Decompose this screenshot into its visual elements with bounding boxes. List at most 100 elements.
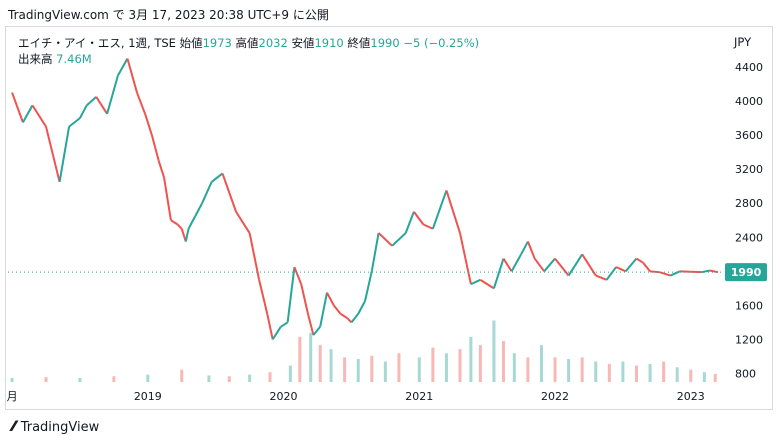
price-segment — [701, 269, 710, 274]
volume-bar — [248, 374, 252, 382]
price-segment — [307, 313, 315, 336]
price-segment — [258, 279, 269, 315]
price-segment — [187, 215, 197, 230]
symbol-label: エイチ・アイ・エス, 1週, TSE — [18, 36, 176, 50]
y-tick-label: 3200 — [735, 163, 763, 176]
low-value: 1910 — [314, 36, 344, 50]
volume-value: 7.46M — [56, 52, 92, 66]
volume-bar — [713, 373, 717, 382]
volume-bar — [478, 345, 482, 382]
price-segment — [479, 278, 495, 290]
volume-bar — [458, 349, 462, 382]
volume-bar — [397, 353, 401, 382]
volume-bar — [512, 353, 516, 382]
x-tick-label: 2023 — [677, 390, 705, 403]
price-segment — [520, 241, 529, 255]
volume-bar — [662, 361, 666, 382]
volume-bar — [580, 357, 584, 382]
volume-bar — [702, 372, 706, 382]
price-segment — [422, 223, 434, 230]
volume-bar — [431, 347, 435, 382]
price-segment — [357, 300, 366, 315]
price-segment — [248, 232, 261, 281]
tradingview-logo-icon: ⁄⁄ — [12, 419, 16, 435]
price-segment — [266, 313, 274, 340]
price-segment — [659, 271, 671, 277]
price-segment — [567, 253, 584, 277]
price-segment — [58, 126, 71, 183]
price-segment — [170, 219, 179, 226]
volume-bar — [112, 376, 116, 382]
y-tick-label: 800 — [735, 367, 756, 380]
price-segment — [510, 253, 522, 272]
price-segment — [136, 92, 147, 115]
price-segment — [180, 228, 187, 242]
price-segment — [364, 271, 373, 302]
volume-bar — [370, 355, 374, 382]
price-segment — [68, 117, 81, 128]
price-segment — [649, 270, 660, 274]
volume-bar — [417, 357, 421, 382]
price-segment — [533, 257, 545, 272]
volume-bar — [180, 369, 184, 382]
volume-bar — [444, 353, 448, 382]
close-value: 1990 — [370, 36, 400, 50]
price-segment — [332, 304, 342, 315]
price-segment — [201, 181, 213, 204]
y-tick-label: 1200 — [735, 333, 763, 346]
price-segment — [300, 283, 309, 315]
price-segment — [526, 241, 536, 259]
price-segment — [624, 257, 638, 272]
volume-bar — [44, 377, 48, 382]
price-segment — [293, 266, 303, 285]
price-segment — [459, 232, 472, 285]
last-price-badge — [725, 263, 767, 282]
price-segment — [543, 257, 556, 272]
y-tick-label: 4400 — [735, 61, 763, 74]
volume-label: 出来高 — [18, 52, 53, 66]
price-segment — [431, 190, 448, 230]
price-segment — [184, 228, 190, 242]
price-segment — [404, 211, 415, 234]
volume-bar — [227, 376, 231, 382]
price-segment — [502, 258, 513, 272]
currency-label: JPY — [734, 35, 752, 49]
price-segment — [670, 270, 681, 277]
price-segment — [605, 266, 617, 281]
price-segment — [95, 96, 108, 115]
price-segment — [445, 190, 461, 234]
volume-bar — [268, 372, 272, 382]
y-tick-label: 2800 — [735, 197, 763, 210]
high-value: 2032 — [258, 36, 288, 50]
last-price-label: 1990 — [731, 266, 762, 279]
volume-bar — [526, 357, 530, 382]
volume-bar — [501, 341, 505, 382]
x-tick-label: 2020 — [270, 390, 298, 403]
x-tick-label: 2019 — [134, 390, 162, 403]
price-segment — [271, 326, 282, 340]
volume-bar — [383, 361, 387, 382]
price-segment — [126, 58, 138, 93]
price-segment — [595, 274, 607, 281]
price-segment — [615, 266, 627, 273]
volume-bar — [567, 359, 571, 382]
price-segment — [144, 113, 153, 136]
footer: ⁄⁄ TradingView — [12, 419, 99, 435]
y-tick-label: 4000 — [735, 95, 763, 108]
volume-bar — [318, 345, 322, 382]
change-value: −5 (−0.25%) — [403, 36, 480, 50]
price-segment — [210, 172, 224, 183]
price-segment — [391, 232, 407, 247]
ohlc-legend: エイチ・アイ・エス, 1週, TSE 始値1973 高値2032 安値1910 … — [18, 35, 479, 67]
volume-bar — [329, 349, 333, 382]
footer-brand: TradingView — [20, 419, 100, 435]
price-segment — [106, 75, 119, 115]
high-label: 高値 — [235, 36, 259, 50]
price-segment — [635, 257, 644, 264]
volume-bar — [675, 367, 679, 382]
chart-panel — [5, 26, 773, 410]
y-tick-label: 3600 — [735, 129, 763, 142]
close-label: 終値 — [347, 36, 371, 50]
volume-bar — [10, 377, 14, 382]
